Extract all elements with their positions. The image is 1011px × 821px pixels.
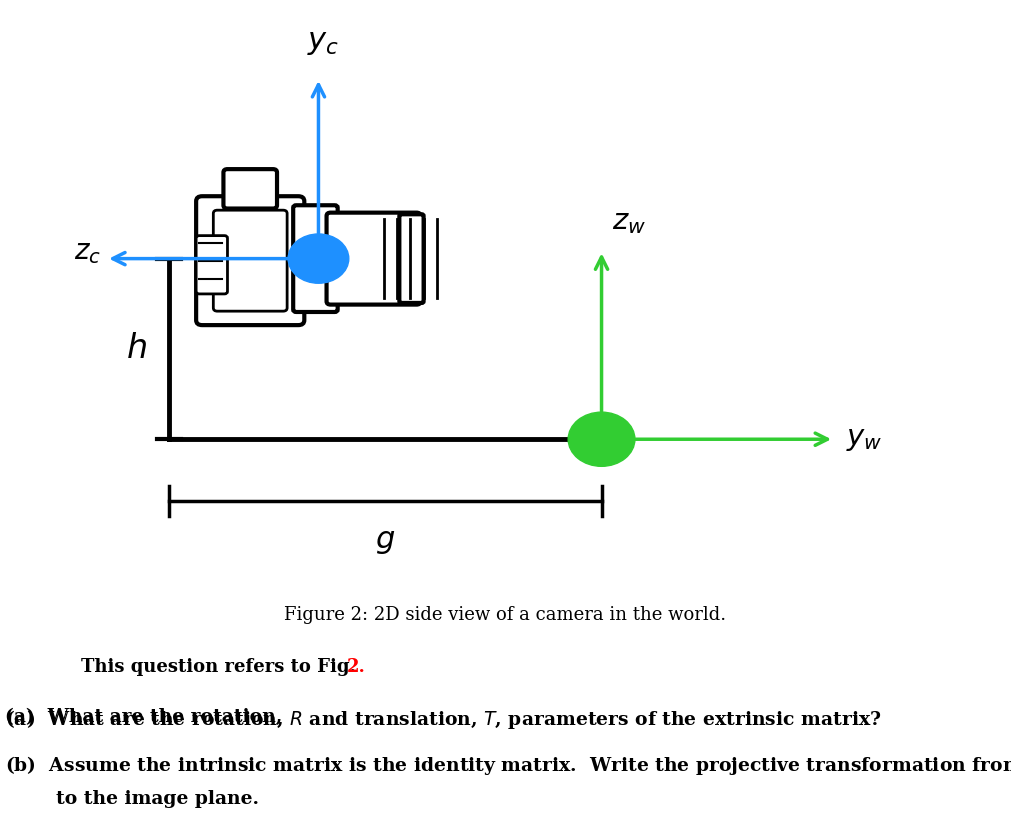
- FancyBboxPatch shape: [293, 205, 338, 312]
- FancyBboxPatch shape: [196, 196, 304, 325]
- FancyBboxPatch shape: [223, 169, 277, 209]
- Text: $\mathit{y}_w$: $\mathit{y}_w$: [846, 425, 883, 453]
- Text: (b)  Assume the intrinsic matrix is the identity matrix.  Write the projective t: (b) Assume the intrinsic matrix is the i…: [5, 754, 1011, 777]
- FancyBboxPatch shape: [327, 213, 421, 305]
- Circle shape: [568, 412, 635, 466]
- Text: $z_c$: $z_c$: [74, 239, 101, 265]
- Circle shape: [288, 234, 349, 283]
- FancyBboxPatch shape: [213, 210, 287, 311]
- Text: (a)  What are the rotation,: (a) What are the rotation,: [5, 708, 289, 726]
- Text: $h$: $h$: [126, 333, 147, 365]
- FancyBboxPatch shape: [196, 236, 227, 294]
- FancyBboxPatch shape: [306, 242, 336, 275]
- Text: to the image plane.: to the image plane.: [56, 790, 259, 808]
- Text: 2.: 2.: [347, 658, 366, 677]
- Text: $g$: $g$: [375, 525, 395, 557]
- Text: This question refers to Fig.: This question refers to Fig.: [81, 658, 362, 677]
- Text: Figure 2: 2D side view of a camera in the world.: Figure 2: 2D side view of a camera in th…: [284, 606, 727, 624]
- Text: (a)  What are the rotation, $R$ and translation, $T$, parameters of the extrinsi: (a) What are the rotation, $R$ and trans…: [5, 708, 882, 731]
- FancyBboxPatch shape: [399, 214, 424, 303]
- Text: $\mathit{y}_c$: $\mathit{y}_c$: [307, 26, 340, 57]
- Text: $z_w$: $z_w$: [612, 208, 646, 236]
